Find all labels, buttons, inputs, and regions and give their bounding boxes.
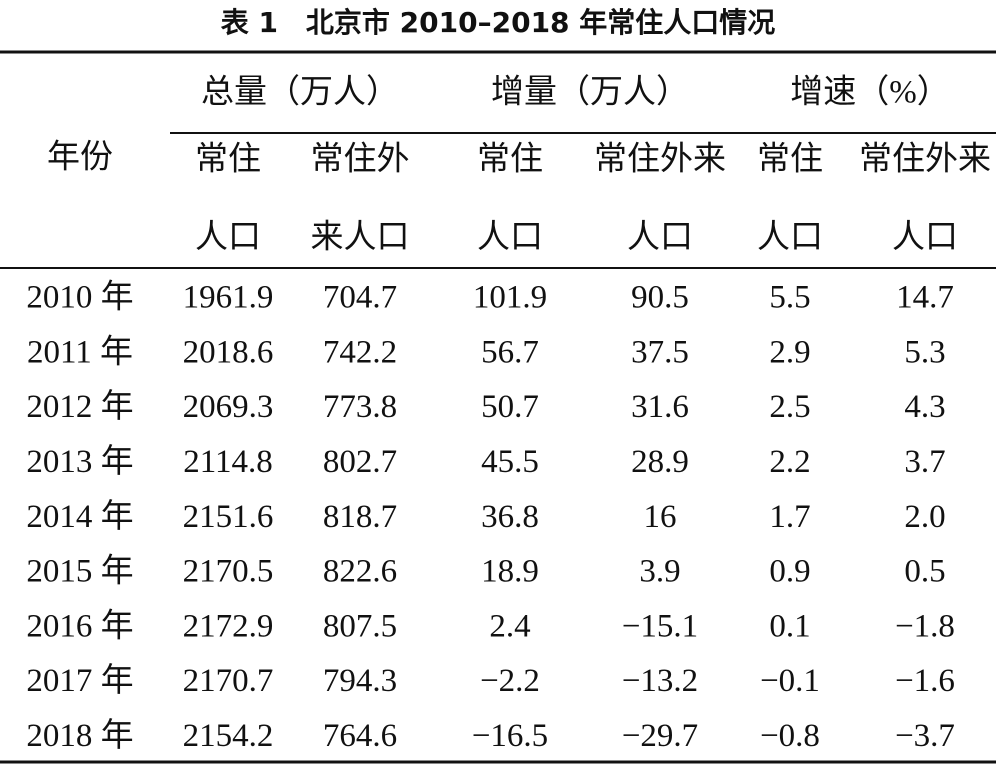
year-cell: 2013 年 bbox=[26, 443, 133, 480]
data-cell: 822.6 bbox=[323, 554, 397, 590]
data-cell: −2.2 bbox=[480, 663, 540, 699]
data-cell: 2.2 bbox=[769, 444, 810, 480]
data-cell: 2.5 bbox=[769, 389, 810, 425]
data-cell: −16.5 bbox=[472, 718, 548, 754]
data-cell: 4.3 bbox=[904, 389, 945, 425]
data-cell: 742.2 bbox=[323, 334, 397, 370]
data-cell: 764.6 bbox=[323, 718, 397, 754]
year-cell: 2016 年 bbox=[26, 607, 133, 644]
data-cell: −15.1 bbox=[622, 608, 698, 644]
data-cell: 2.9 bbox=[769, 334, 810, 370]
sub-header: 人口 bbox=[477, 220, 543, 256]
data-cell: 2114.8 bbox=[183, 444, 273, 480]
year-cell: 2011 年 bbox=[27, 333, 133, 370]
data-cell: 2.0 bbox=[904, 499, 945, 535]
data-cell: 2151.6 bbox=[183, 499, 274, 535]
data-cell: 818.7 bbox=[323, 499, 397, 535]
data-cell: 56.7 bbox=[481, 334, 539, 370]
sub-header: 人口 bbox=[757, 220, 823, 256]
sub-header: 常住外来 bbox=[859, 141, 991, 178]
data-cell: −29.7 bbox=[622, 718, 698, 754]
data-cell: −3.7 bbox=[895, 718, 955, 754]
data-cell: 18.9 bbox=[481, 554, 539, 590]
data-cell: 50.7 bbox=[481, 389, 539, 425]
data-cell: 1.7 bbox=[769, 499, 810, 535]
sub-header: 常住 bbox=[195, 141, 261, 178]
data-cell: −13.2 bbox=[622, 663, 698, 699]
data-cell: 14.7 bbox=[896, 280, 954, 316]
data-cell: 2170.5 bbox=[183, 554, 274, 590]
data-cell: 773.8 bbox=[323, 389, 397, 425]
sub-header: 人口 bbox=[892, 220, 958, 256]
data-cell: 28.9 bbox=[631, 444, 689, 480]
data-cell: 2.4 bbox=[489, 608, 530, 644]
data-cell: 90.5 bbox=[631, 280, 689, 316]
data-cell: 101.9 bbox=[473, 280, 547, 316]
data-cell: −1.6 bbox=[895, 663, 955, 699]
data-cell: 5.5 bbox=[769, 280, 810, 316]
data-cell: 802.7 bbox=[323, 444, 397, 480]
data-cell: 31.6 bbox=[631, 389, 689, 425]
year-cell: 2014 年 bbox=[26, 498, 133, 535]
year-cell: 2010 年 bbox=[26, 279, 133, 316]
data-cell: 2069.3 bbox=[183, 389, 274, 425]
data-cell: 0.1 bbox=[769, 608, 810, 644]
data-cell: 704.7 bbox=[323, 280, 397, 316]
sub-header: 常住 bbox=[477, 141, 543, 178]
data-cell: 0.9 bbox=[769, 554, 810, 590]
data-cell: 45.5 bbox=[481, 444, 539, 480]
data-cell: 36.8 bbox=[481, 499, 539, 535]
data-cell: −1.8 bbox=[895, 608, 955, 644]
data-cell: 2172.9 bbox=[183, 608, 274, 644]
year-cell: 2017 年 bbox=[26, 662, 133, 699]
data-cell: 807.5 bbox=[323, 608, 397, 644]
data-cell: 1961.9 bbox=[183, 280, 274, 316]
sub-header: 人口 bbox=[195, 220, 261, 256]
sub-header: 人口 bbox=[627, 220, 693, 256]
year-cell: 2015 年 bbox=[26, 553, 133, 590]
data-cell: 2154.2 bbox=[183, 718, 274, 754]
data-cell: 5.3 bbox=[904, 334, 945, 370]
data-cell: −0.8 bbox=[760, 718, 820, 754]
sub-header: 常住 bbox=[757, 141, 823, 178]
data-cell: 2018.6 bbox=[183, 334, 274, 370]
data-cell: 0.5 bbox=[904, 554, 945, 590]
sub-header: 来人口 bbox=[311, 220, 410, 256]
group-header: 增速（%） bbox=[790, 74, 950, 111]
group-header: 总量（万人） bbox=[201, 74, 399, 111]
data-cell: 16 bbox=[644, 499, 677, 535]
data-cell: 37.5 bbox=[631, 334, 689, 370]
year-cell: 2012 年 bbox=[26, 388, 133, 425]
sub-header: 常住外 bbox=[311, 141, 410, 178]
sub-header: 常住外来 bbox=[594, 141, 726, 178]
data-cell: 2170.7 bbox=[183, 663, 274, 699]
data-cell: −0.1 bbox=[760, 663, 820, 699]
group-header: 增量（万人） bbox=[491, 74, 689, 111]
year-cell: 2018 年 bbox=[26, 717, 133, 754]
data-cell: 3.7 bbox=[904, 444, 945, 480]
table-title: 表 1 北京市 2010–2018 年常住人口情况 bbox=[221, 6, 776, 39]
row-header: 年份 bbox=[47, 139, 113, 176]
data-cell: 3.9 bbox=[639, 554, 680, 590]
data-cell: 794.3 bbox=[323, 663, 397, 699]
